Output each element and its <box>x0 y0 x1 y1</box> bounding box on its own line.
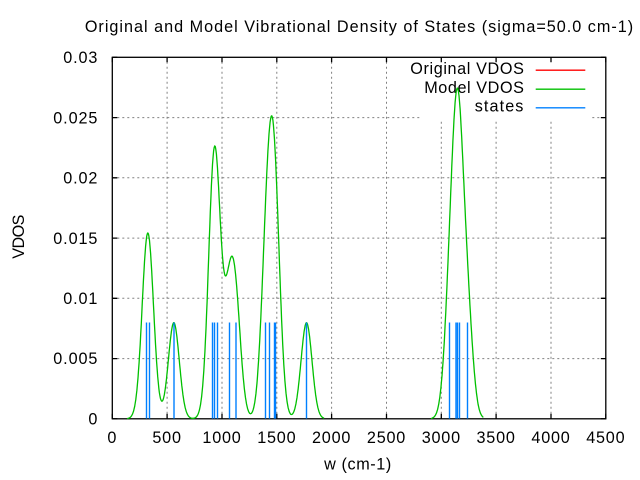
svg-text:2500: 2500 <box>367 429 406 447</box>
svg-text:w (cm-1): w (cm-1) <box>323 456 392 474</box>
svg-text:0.005: 0.005 <box>53 350 98 368</box>
svg-text:4000: 4000 <box>531 429 570 447</box>
svg-text:500: 500 <box>152 429 181 447</box>
svg-text:4500: 4500 <box>586 429 625 447</box>
svg-text:Original and Model Vibrational: Original and Model Vibrational Density o… <box>85 18 634 36</box>
svg-text:1000: 1000 <box>202 429 241 447</box>
svg-text:states: states <box>475 98 525 116</box>
svg-text:0: 0 <box>107 429 117 447</box>
svg-text:0.02: 0.02 <box>63 170 98 188</box>
svg-text:Model VDOS: Model VDOS <box>424 79 524 97</box>
svg-text:0.015: 0.015 <box>53 230 98 248</box>
svg-text:0.025: 0.025 <box>53 109 98 127</box>
svg-text:0: 0 <box>88 411 98 429</box>
svg-text:2000: 2000 <box>312 429 351 447</box>
svg-text:3000: 3000 <box>422 429 461 447</box>
svg-text:3500: 3500 <box>476 429 515 447</box>
svg-text:1500: 1500 <box>257 429 296 447</box>
svg-text:0.01: 0.01 <box>63 290 98 308</box>
svg-text:0.03: 0.03 <box>63 49 98 67</box>
svg-text:VDOS: VDOS <box>10 214 28 258</box>
svg-text:Original VDOS: Original VDOS <box>410 60 524 78</box>
